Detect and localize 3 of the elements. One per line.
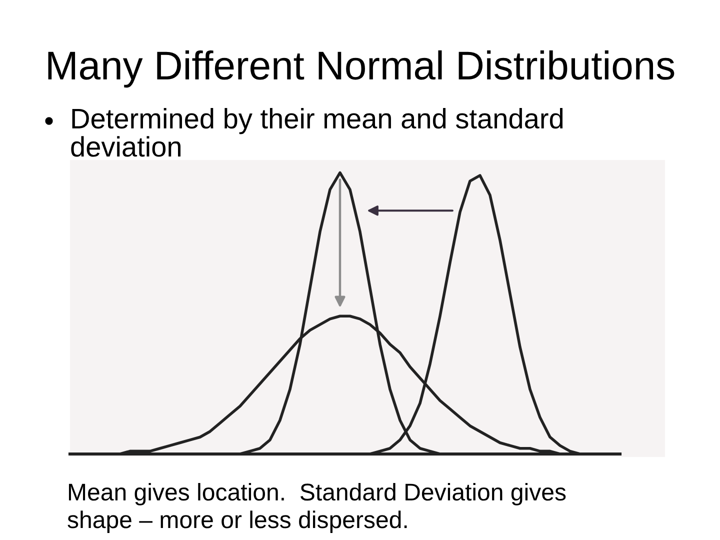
chart-subtitle: Determined by their mean and standard deviation — [71, 108, 563, 157]
text: Mean gives location. Standard Deviation gives shape – more or less dispersed. — [68, 483, 566, 534]
chart-title: Many Different Normal Distributions — [48, 50, 674, 88]
